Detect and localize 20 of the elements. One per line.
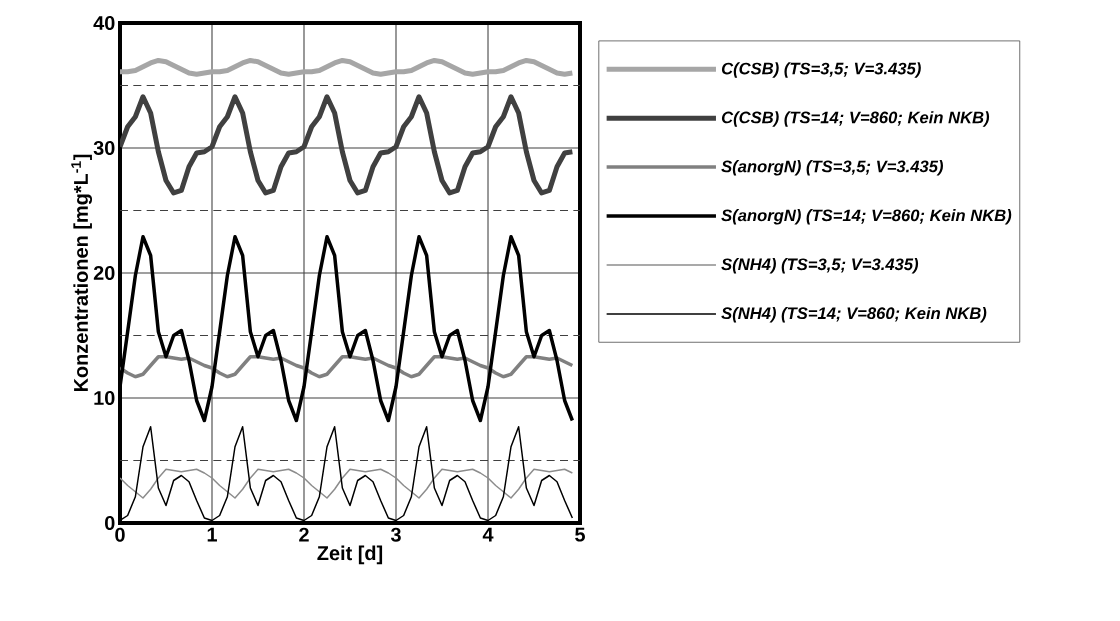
text: S(anorgN) (TS=14; V=860; Kein NKB) bbox=[721, 209, 1012, 225]
y-axis-title: Konzentrationen [mg*L$^{-1}$] bbox=[71, 154, 93, 392]
x-tick-label: 5 bbox=[575, 527, 585, 542]
x-tick-label: 0 bbox=[115, 527, 125, 542]
x-tick-label: 4 bbox=[482, 527, 494, 542]
text: C(CSB) (TS=14; V=860; Kein NKB) bbox=[721, 111, 990, 127]
x-axis-title: Zeit [d] bbox=[317, 545, 383, 565]
y-tick-label: 20 bbox=[93, 265, 115, 281]
text: S(NH4) (TS=3,5; V=3.435) bbox=[721, 257, 919, 274]
line-series bbox=[120, 355, 575, 379]
y-tick-label: 30 bbox=[93, 140, 115, 156]
x-tick-label: 3 bbox=[390, 527, 401, 542]
y-tick-label: 0 bbox=[105, 515, 115, 531]
y-tick-label: 10 bbox=[94, 390, 115, 406]
x-tick-label: 2 bbox=[299, 527, 309, 542]
y-tick-label: 40 bbox=[93, 15, 115, 31]
text: C(CSB) (TS=3,5; V=3.435) bbox=[721, 62, 921, 78]
x-tick-label: 1 bbox=[207, 527, 217, 542]
text: S(NH4) (TS=14; V=860; Kein NKB) bbox=[721, 306, 987, 323]
text: S(anorgN) (TS=3,5; V=3.435) bbox=[721, 160, 943, 176]
